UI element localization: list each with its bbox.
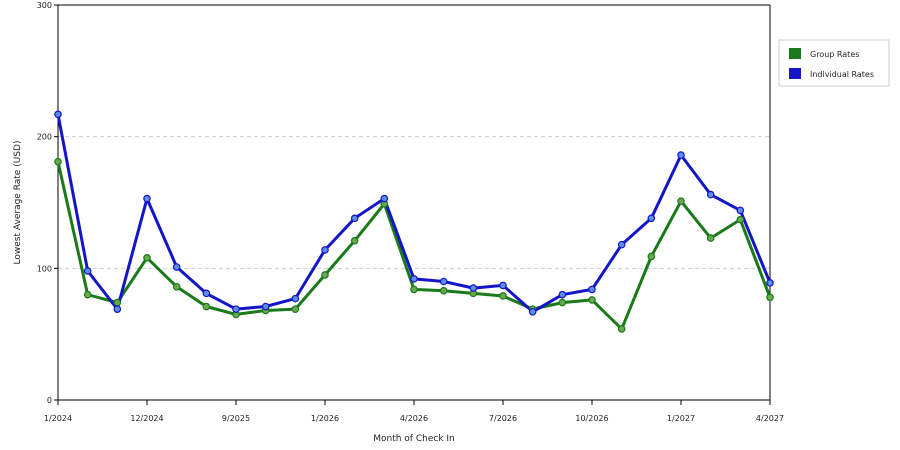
y-tick-label: 200 [37, 133, 52, 142]
data-point-group [83, 290, 92, 299]
data-point-individual [380, 194, 389, 203]
x-tick-label: 9/2025 [222, 414, 250, 423]
data-point-group [143, 253, 151, 262]
data-point-individual [528, 307, 537, 316]
data-point-individual [202, 289, 211, 298]
legend-swatch-individual [789, 68, 801, 79]
data-point-individual [350, 214, 359, 223]
data-point-group [291, 305, 300, 313]
x-tick-label: 1/2026 [311, 414, 339, 423]
series [54, 110, 774, 333]
legend-swatch-group [789, 48, 801, 59]
data-point-group [350, 236, 359, 245]
y-axis-title: Lowest Average Rate (USD) [13, 141, 23, 265]
x-tick-label: 7/2026 [489, 414, 517, 423]
legend-box [778, 39, 890, 87]
data-point-group [54, 157, 62, 166]
data-point-group [736, 215, 745, 224]
data-point-individual [617, 240, 626, 249]
series-line-group [56, 161, 772, 331]
data-point-group [647, 252, 656, 261]
legend-label-individual: Individual Rates [810, 70, 874, 79]
data-point-individual [261, 302, 270, 311]
data-point-individual [736, 206, 745, 215]
x-tick-label: 4/2027 [756, 414, 784, 423]
x-tick-label: 1/2024 [44, 414, 72, 423]
data-point-individual [647, 214, 656, 223]
data-point-individual [766, 279, 774, 287]
data-point-individual [588, 285, 596, 294]
grid-lines [58, 136, 770, 269]
data-point-individual [558, 290, 567, 299]
data-point-individual [143, 194, 151, 203]
data-point-group [706, 234, 715, 242]
data-point-group [439, 286, 448, 295]
data-point-individual [469, 284, 478, 292]
data-point-individual [113, 305, 122, 313]
data-point-individual [83, 267, 92, 275]
y-tick-label: 100 [37, 264, 52, 273]
y-tick-label: 0 [47, 396, 52, 405]
x-ticks: 1/2024 12/2024 9/2025 1/2026 4/2026 7/2026 10/… [44, 400, 784, 423]
data-point-individual [410, 275, 418, 283]
data-point-group [113, 298, 122, 307]
legend: Group Rates Individual Rates [778, 39, 890, 87]
data-point-individual [677, 151, 685, 159]
data-point-group [558, 298, 567, 307]
data-point-group [617, 325, 626, 333]
y-tick-label: 300 [37, 1, 52, 10]
data-point-group [677, 197, 685, 205]
data-point-group [588, 296, 596, 304]
data-point-individual [706, 190, 715, 199]
x-tick-label: 4/2026 [400, 414, 428, 423]
legend-label-group: Group Rates [810, 50, 859, 59]
x-tick-label: 1/2027 [667, 414, 695, 423]
data-point-individual [321, 246, 329, 254]
data-point-group [410, 285, 418, 294]
data-point-individual [439, 277, 448, 286]
y-ticks: 0 100 200 300 [37, 1, 58, 405]
x-axis-title: Month of Check In [373, 434, 455, 444]
data-point-individual [54, 110, 62, 119]
data-point-group [172, 282, 181, 291]
data-point-group [499, 292, 507, 300]
data-point-individual [232, 305, 240, 313]
data-point-group [766, 293, 774, 302]
data-point-individual [499, 281, 507, 290]
data-point-group [202, 302, 211, 311]
data-point-individual [291, 294, 300, 303]
axes [57, 4, 771, 401]
data-point-group [321, 271, 329, 279]
x-tick-label: 12/2024 [130, 414, 163, 423]
data-point-individual [172, 263, 181, 271]
x-tick-label: 10/2026 [575, 414, 608, 423]
